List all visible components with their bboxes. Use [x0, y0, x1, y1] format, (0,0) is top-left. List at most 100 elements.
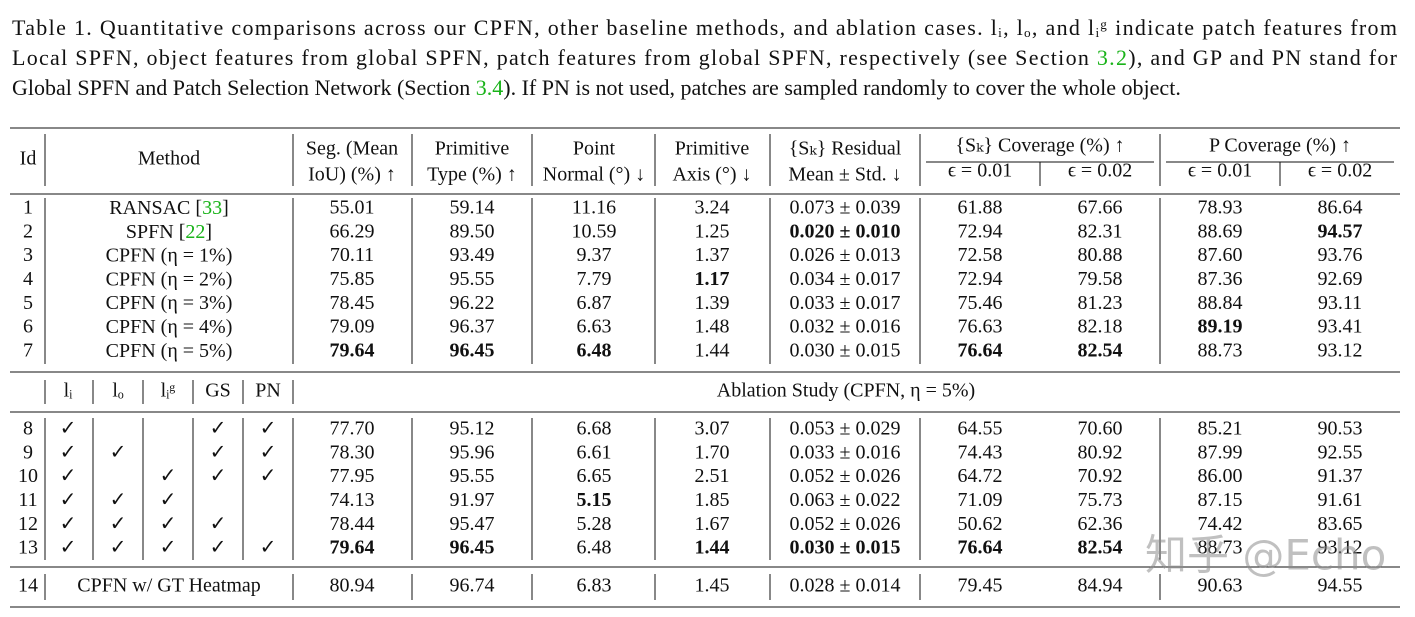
text-span: CPFN (η = 2%) — [106, 268, 233, 290]
ablation-feature: lᵢ — [64, 380, 74, 402]
value-cell: 91.97 — [450, 489, 495, 511]
value-cell: 0.063 ± 0.022 — [790, 489, 901, 511]
text-span: CPFN (η = 4%) — [106, 316, 233, 338]
text-span: ] — [222, 197, 229, 219]
value-cell: 72.94 — [958, 220, 1003, 242]
value-cell: 86.00 — [1198, 465, 1243, 487]
value-cell: 0.033 ± 0.016 — [790, 441, 901, 463]
check-mark: ✓ — [260, 441, 277, 463]
value-cell: 75.46 — [958, 292, 1003, 314]
value-cell: 6.83 — [577, 575, 612, 597]
id-cell: 9 — [23, 441, 33, 463]
value-cell: 74.43 — [958, 441, 1003, 463]
value-cell: 3.24 — [695, 197, 730, 219]
header-cell: Seg. (Mean — [306, 138, 398, 160]
value-cell: 0.073 ± 0.039 — [790, 197, 901, 219]
value-cell: 50.62 — [958, 513, 1003, 535]
id-cell: 12 — [18, 513, 38, 535]
value-cell: 0.052 ± 0.026 — [790, 513, 901, 535]
value-cell: 95.55 — [450, 268, 495, 290]
method-cell: SPFN [22] — [126, 220, 212, 242]
check-mark: ✓ — [160, 465, 177, 487]
value-cell: 72.94 — [958, 268, 1003, 290]
check-mark: ✓ — [60, 513, 77, 535]
value-cell: 74.13 — [330, 489, 375, 511]
value-cell: 93.41 — [1318, 316, 1363, 338]
check-mark: ✓ — [110, 513, 127, 535]
value-cell: 79.45 — [958, 575, 1003, 597]
value-cell: 1.67 — [695, 513, 730, 535]
text-span: SPFN [ — [126, 220, 185, 242]
value-cell: 6.48 — [577, 339, 612, 361]
value-cell: 88.73 — [1198, 537, 1243, 559]
value-cell: 79.64 — [330, 537, 375, 559]
value-cell: 6.68 — [577, 418, 612, 440]
text-span: CPFN (η = 5%) — [106, 339, 233, 361]
value-cell: 93.49 — [450, 244, 495, 266]
value-cell: 61.88 — [958, 197, 1003, 219]
reference: 3.4 — [476, 75, 504, 100]
value-cell: 96.22 — [450, 292, 495, 314]
value-cell: 55.01 — [330, 197, 375, 219]
value-cell: 1.25 — [695, 220, 730, 242]
value-cell: 59.14 — [450, 197, 495, 219]
value-cell: 89.50 — [450, 220, 495, 242]
value-cell: 75.73 — [1078, 489, 1123, 511]
value-cell: 82.54 — [1078, 339, 1123, 361]
header-sub: ϵ = 0.01 — [948, 160, 1012, 182]
value-cell: 76.63 — [958, 316, 1003, 338]
id-cell: 3 — [23, 244, 33, 266]
check-mark: ✓ — [60, 537, 77, 559]
value-cell: 82.18 — [1078, 316, 1123, 338]
value-cell: 2.51 — [695, 465, 730, 487]
method-cell: CPFN (η = 5%) — [106, 339, 233, 361]
check-mark: ✓ — [60, 441, 77, 463]
value-cell: 87.99 — [1198, 441, 1243, 463]
value-cell: 0.030 ± 0.015 — [790, 339, 901, 361]
method-cell: CPFN (η = 2%) — [106, 268, 233, 290]
text-span: RANSAC [ — [109, 197, 202, 219]
value-cell: 67.66 — [1078, 197, 1123, 219]
value-cell: 93.11 — [1318, 292, 1362, 314]
header-group: P Coverage (%) ↑ — [1209, 135, 1351, 157]
value-cell: 6.65 — [577, 465, 612, 487]
value-cell: 94.57 — [1318, 220, 1363, 242]
value-cell: 80.92 — [1078, 441, 1123, 463]
header-cell: Point — [573, 138, 616, 160]
value-cell: 7.79 — [577, 268, 612, 290]
header-group: {Sₖ} Coverage (%) ↑ — [955, 135, 1124, 157]
text-span: CPFN (η = 3%) — [106, 292, 233, 314]
header-cell: Normal (°) ↓ — [543, 164, 645, 186]
value-cell: 95.12 — [450, 418, 495, 440]
header-cell: Method — [138, 148, 200, 170]
value-cell: 6.87 — [577, 292, 612, 314]
header-cell: Id — [20, 148, 37, 170]
value-cell: 80.94 — [330, 575, 375, 597]
value-cell: 93.12 — [1318, 339, 1363, 361]
header-sub: ϵ = 0.01 — [1188, 160, 1252, 182]
id-cell: 5 — [23, 292, 33, 314]
watermark: 知乎 @Echo — [1145, 531, 1386, 580]
value-cell: 95.96 — [450, 441, 495, 463]
value-cell: 1.44 — [695, 339, 730, 361]
value-cell: 93.76 — [1318, 244, 1363, 266]
value-cell: 96.45 — [450, 537, 495, 559]
value-cell: 96.37 — [450, 316, 495, 338]
value-cell: 3.07 — [695, 418, 730, 440]
text-span: Global SPFN and Patch Selection Network … — [12, 75, 476, 100]
value-cell: 71.09 — [958, 489, 1003, 511]
value-cell: 5.15 — [577, 489, 612, 511]
value-cell: 0.052 ± 0.026 — [790, 465, 901, 487]
ablation-title: Ablation Study (CPFN, η = 5%) — [717, 380, 975, 402]
value-cell: 0.026 ± 0.013 — [790, 244, 901, 266]
reference: 22 — [185, 220, 205, 242]
check-mark: ✓ — [260, 465, 277, 487]
id-cell: 4 — [23, 268, 33, 290]
value-cell: 1.44 — [695, 537, 730, 559]
check-mark: ✓ — [260, 537, 277, 559]
text-span: Local SPFN, object features from global … — [12, 45, 1096, 70]
value-cell: 79.09 — [330, 316, 375, 338]
value-cell: 80.88 — [1078, 244, 1123, 266]
reference: 3.2 — [1097, 45, 1127, 70]
